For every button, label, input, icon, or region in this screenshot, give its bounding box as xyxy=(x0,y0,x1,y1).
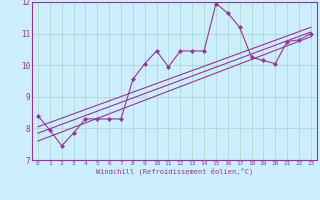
X-axis label: Windchill (Refroidissement éolien,°C): Windchill (Refroidissement éolien,°C) xyxy=(96,168,253,175)
